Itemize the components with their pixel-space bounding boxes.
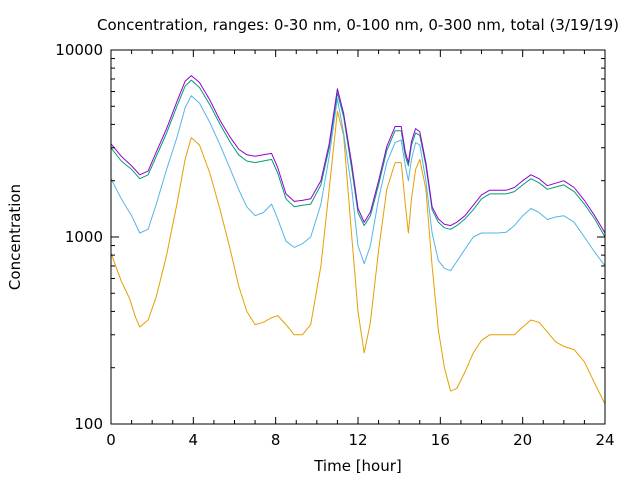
- plot-frame: [110, 49, 606, 425]
- series-layer: [110, 75, 606, 405]
- x-tick-label: 0: [106, 431, 116, 449]
- x-axis-label: Time [hour]: [313, 457, 402, 475]
- y-tick-label: 10000: [55, 41, 103, 59]
- x-tick-label: 4: [189, 431, 199, 449]
- tick-layer: 0 4 8 12 16 20 24 100 1000 10000: [55, 41, 614, 449]
- y-axis-label: Concentration: [6, 184, 24, 290]
- series-line-4: [110, 75, 606, 234]
- x-tick-label: 8: [271, 431, 281, 449]
- series-line-2: [110, 95, 606, 272]
- series-line-1: [110, 110, 606, 405]
- series-line-3: [110, 79, 606, 238]
- y-tick-label: 100: [74, 415, 103, 433]
- x-tick-label: 16: [431, 431, 450, 449]
- x-tick-label: 12: [348, 431, 367, 449]
- x-tick-label: 24: [595, 431, 614, 449]
- x-tick-label: 20: [513, 431, 532, 449]
- y-tick-label: 1000: [65, 228, 103, 246]
- chart-title: Concentration, ranges: 0-30 nm, 0-100 nm…: [97, 16, 619, 34]
